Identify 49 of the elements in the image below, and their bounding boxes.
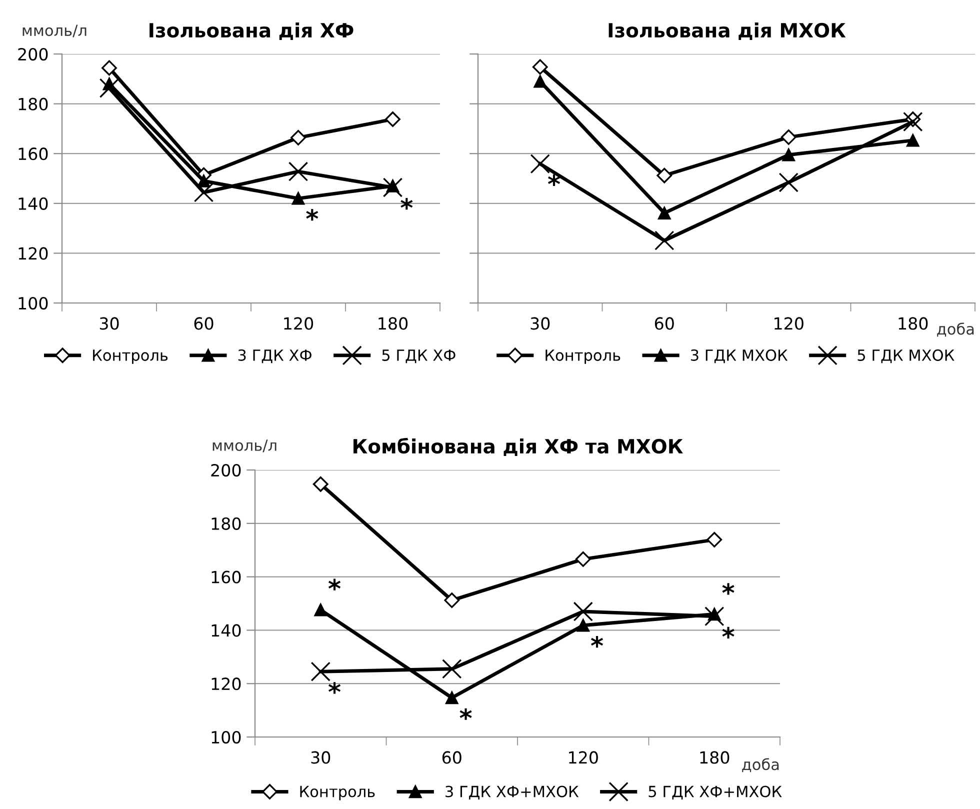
x-tick-label: 60 — [442, 751, 462, 764]
x-axis-title: доба — [742, 758, 779, 772]
y-tick-label: 160 — [18, 148, 48, 160]
y-tick-label: 100 — [212, 730, 241, 744]
chart-title: Ізольована дія ХФ — [150, 22, 354, 40]
x-tick-label: 30 — [100, 317, 119, 330]
annotation: * — [722, 583, 734, 595]
legend-label: 5 ГДК МХОК — [858, 349, 954, 364]
x-tick-label: 60 — [654, 317, 674, 330]
x-tick-label: 120 — [569, 751, 598, 764]
annotation: * — [328, 682, 341, 694]
legend-label: 3 ГДК ХФ — [238, 349, 312, 364]
x-tick-label: 180 — [700, 751, 730, 764]
y-tick-label: 100 — [18, 296, 48, 310]
x-tick-label: 60 — [194, 317, 214, 330]
annotation: * — [590, 636, 604, 648]
x-axis-title: доба — [937, 322, 974, 337]
legend-label: 5 ГДК ХФ+МХОК — [648, 786, 782, 800]
x-tick-label: 180 — [898, 317, 928, 330]
annotation: * — [548, 174, 560, 186]
annotation: * — [400, 198, 413, 210]
y-tick-label: 120 — [212, 678, 241, 690]
y-tick-label: 160 — [212, 570, 241, 584]
chart-title: Ізольована дія МХОК — [608, 22, 846, 40]
chart-title: Комбінована дія ХФ та МХОК — [354, 438, 683, 456]
legend-label: Контроль — [300, 786, 375, 800]
x-tick-label: 120 — [284, 317, 314, 330]
y-tick-label: 140 — [212, 624, 241, 637]
y-tick-label: 180 — [18, 98, 48, 110]
y-tick-label: 140 — [18, 197, 48, 210]
y-tick-label: 200 — [211, 464, 241, 477]
x-tick-label: 120 — [774, 317, 804, 330]
legend-label: Контроль — [546, 350, 620, 364]
y-axis-title: ммоль/л — [212, 440, 276, 452]
legend-label: 5 ГДК ХФ — [382, 350, 456, 364]
y-axis-title: ммоль/л — [22, 24, 86, 38]
x-tick-label: 30 — [311, 751, 330, 764]
legend-label: Контроль — [93, 350, 168, 364]
annotation: * — [460, 708, 472, 720]
legend-label: 3 ГДК ХФ+МХОК — [446, 786, 579, 800]
x-tick-label: 30 — [530, 317, 550, 330]
y-tick-label: 120 — [18, 247, 48, 260]
y-tick-label: 180 — [212, 517, 241, 530]
legend-label: 3 ГДК МХОК — [690, 349, 788, 364]
y-tick-label: 200 — [18, 48, 48, 61]
annotation: * — [722, 626, 734, 638]
x-tick-label: 180 — [378, 317, 408, 330]
annotation: * — [306, 208, 318, 221]
annotation: * — [328, 578, 341, 590]
